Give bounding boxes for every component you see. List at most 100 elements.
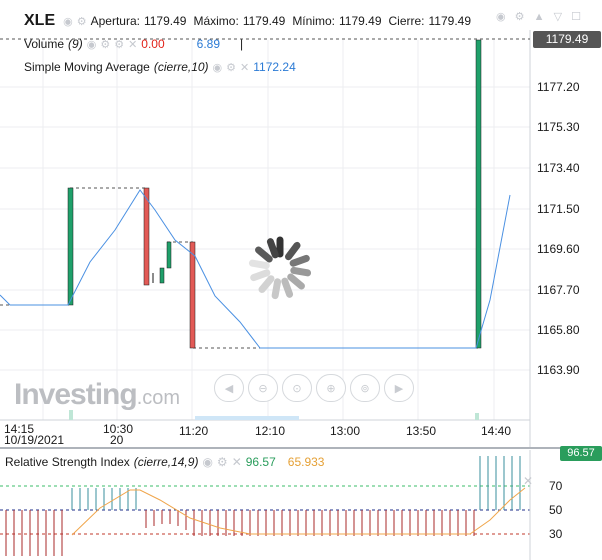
arrow-up-icon[interactable]: ▲: [533, 11, 548, 23]
zoom-out-icon: ⊖: [258, 382, 268, 395]
gear-icon[interactable]: ⚙: [100, 38, 111, 51]
rsi-param: (cierre,14,9): [133, 455, 199, 469]
eye-icon[interactable]: ◉: [86, 38, 97, 51]
y-axis-label: 1173.40: [537, 161, 580, 175]
volume-param: (9): [68, 37, 83, 51]
high-value: 1179.49: [242, 14, 286, 28]
candles: [0, 39, 482, 349]
x-axis-time: 11:20: [179, 424, 209, 438]
x-axis-time: 14:15: [4, 422, 35, 436]
close-label: Cierre:: [388, 14, 425, 28]
gear-icon[interactable]: ⚙: [76, 15, 87, 28]
sma-param: (cierre,10): [153, 60, 209, 74]
logo-main: Investing: [14, 378, 138, 411]
eye-icon[interactable]: ◉: [212, 61, 223, 74]
rsi-signal-line: [71, 487, 526, 536]
volume-label: Volume: [24, 37, 65, 51]
loading-spinner-icon: [248, 236, 312, 300]
eye-icon[interactable]: ◉: [63, 15, 73, 28]
candle-up: [475, 39, 482, 349]
pane-controls[interactable]: ◉ ⚙ ▲ ▽ ☐: [496, 10, 584, 23]
main-grid: [0, 40, 530, 420]
candle-up: [159, 267, 165, 284]
logo-suffix: .com: [136, 387, 181, 409]
settings-icon[interactable]: ⚙: [114, 38, 125, 51]
maximize-icon[interactable]: ☐: [571, 11, 584, 23]
candle-up: [67, 187, 74, 306]
rsi-histogram-down: [5, 510, 475, 556]
y-axis-label: 1163.90: [537, 363, 580, 377]
scroll-right-button[interactable]: ▶: [384, 374, 414, 402]
sma-label: Simple Moving Average: [24, 60, 150, 74]
rsi-level-label: 50: [549, 503, 563, 517]
reset-view-button[interactable]: ⊚: [350, 374, 380, 402]
eye-icon[interactable]: ◉: [496, 11, 509, 23]
rsi-value-badge: 96.57: [560, 446, 602, 461]
arrow-down-icon[interactable]: ▽: [553, 11, 566, 23]
x-axis-time: 14:40: [481, 424, 512, 438]
rsi-level-label: 70: [549, 479, 563, 493]
candle-down: [189, 241, 196, 349]
close-value: 1179.49: [428, 14, 472, 28]
rsi-pane: [0, 450, 531, 560]
candle-up: [166, 241, 172, 269]
close-icon[interactable]: ✕: [240, 61, 250, 74]
rsi-legend: Relative Strength Index (cierre,14,9) ◉ …: [5, 455, 324, 469]
rsi-label: Relative Strength Index: [5, 455, 130, 469]
zoom-in-icon: ⊕: [326, 382, 336, 395]
rsi-value-green: 96.57: [245, 455, 276, 469]
volume-value-blue: 6.89: [196, 37, 220, 51]
x-axis-date: 20: [110, 433, 124, 447]
ohlc-legend: XLE ◉ ⚙ Apertura: 1179.49 Máximo: 1179.4…: [24, 12, 474, 30]
x-axis-time: 13:00: [330, 424, 361, 438]
eye-icon[interactable]: ◉: [202, 455, 213, 469]
low-label: Mínimo:: [292, 14, 335, 28]
zoom-out-button[interactable]: ⊖: [248, 374, 278, 402]
rsi-level-label: 30: [549, 527, 563, 541]
y-axis-label: 1175.30: [537, 120, 580, 134]
rsi-value-orange: 65.933: [287, 455, 325, 469]
volume-legend: Volume (9) ◉ ⚙ ⚙ ✕ 0.00 6.89 |: [24, 37, 243, 51]
y-axis-label: 1167.70: [537, 283, 580, 297]
chevron-right-icon: ▶: [394, 382, 404, 395]
y-axis-label: 1165.80: [537, 323, 580, 337]
zoom-reset-icon: ⊙: [292, 382, 302, 395]
volume-bar: [69, 410, 73, 420]
gear-icon[interactable]: ⚙: [216, 455, 228, 469]
high-label: Máximo:: [193, 14, 239, 28]
x-axis-time: 10:30: [103, 422, 134, 436]
reset-icon: ⊚: [360, 382, 370, 395]
sma-legend: Simple Moving Average (cierre,10) ◉ ⚙ ✕ …: [24, 60, 296, 74]
volume-bar: [195, 416, 299, 420]
x-axis-time: 13:50: [406, 424, 437, 438]
investing-logo: Investing.com: [14, 378, 180, 412]
open-value: 1179.49: [143, 14, 187, 28]
x-axis-date: 10/19/2021: [4, 433, 65, 447]
sma-line: [0, 189, 511, 349]
zoom-in-button[interactable]: ⊕: [316, 374, 346, 402]
zoom-reset-button[interactable]: ⊙: [282, 374, 312, 402]
y-axis-label: 1169.60: [537, 242, 580, 256]
scroll-left-button[interactable]: ◀: [214, 374, 244, 402]
volume-value-red: 0.00: [141, 37, 165, 51]
rsi-histogram-up: [71, 456, 521, 510]
candle-down: [143, 187, 150, 286]
gear-icon[interactable]: ⚙: [514, 11, 528, 23]
open-label: Apertura:: [90, 14, 140, 28]
close-icon[interactable]: ✕: [523, 474, 534, 488]
cursor-bar: |: [240, 37, 244, 51]
y-axis-label: 1171.50: [537, 202, 580, 216]
volume-bar: [475, 413, 479, 420]
last-price-badge: 1179.49: [533, 31, 601, 48]
chart-nav-bar: ◀ ⊖ ⊙ ⊕ ⊚ ▶: [214, 374, 414, 402]
x-axis-time: 12:10: [255, 424, 286, 438]
ticker-symbol: XLE: [24, 12, 56, 29]
close-icon[interactable]: ✕: [231, 455, 242, 469]
sma-value: 1172.24: [253, 60, 296, 74]
low-value: 1179.49: [339, 14, 382, 28]
close-icon[interactable]: ✕: [128, 38, 138, 51]
gear-icon[interactable]: ⚙: [226, 61, 237, 74]
chevron-left-icon: ◀: [224, 382, 234, 395]
